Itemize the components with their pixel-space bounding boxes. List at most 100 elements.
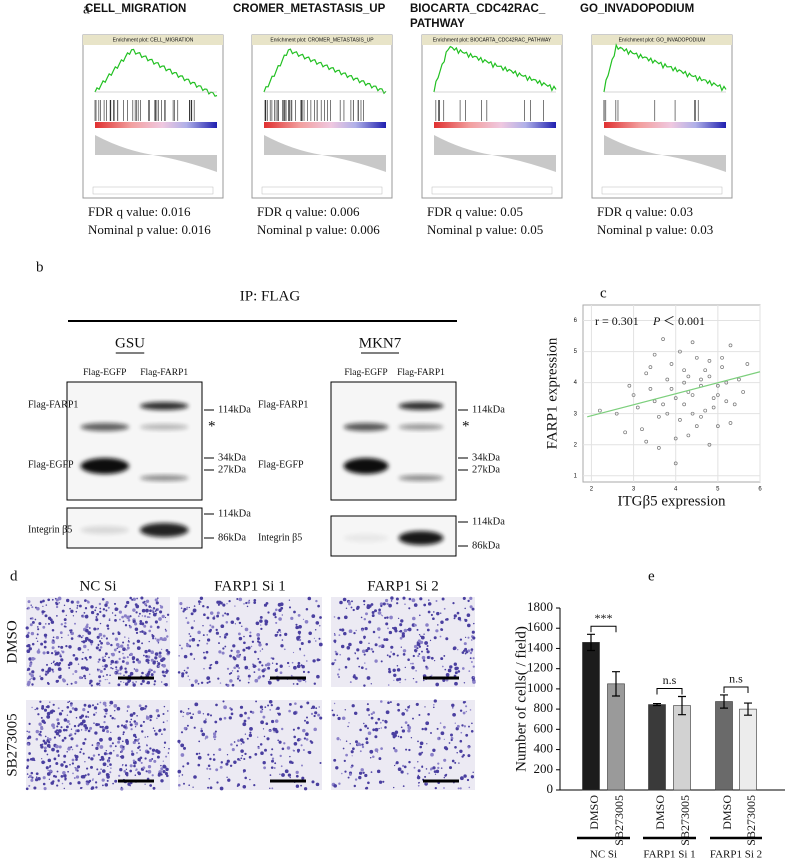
marker-label: 86kDa [218, 532, 246, 543]
cell [396, 668, 401, 672]
r-value: r = 0.301 [595, 314, 639, 328]
plot-title: Enrichment plot: CELL_MIGRATION [113, 37, 194, 43]
cell [39, 675, 42, 678]
cell [61, 650, 65, 654]
cell [388, 603, 392, 608]
point [720, 365, 724, 369]
cell [412, 677, 415, 680]
panel-label: d [10, 568, 18, 584]
cell [119, 756, 122, 758]
cell [57, 707, 60, 710]
cell [180, 731, 184, 734]
cell [70, 600, 74, 604]
cell [136, 714, 138, 717]
cell [107, 765, 109, 768]
micrograph [177, 596, 323, 687]
cell [55, 636, 60, 640]
cell [96, 635, 100, 639]
point [686, 433, 691, 438]
lane-label: Flag-EGFP [344, 368, 387, 378]
cell [35, 707, 39, 710]
cell [185, 643, 190, 648]
cell [151, 634, 155, 638]
cell [43, 645, 47, 649]
cell [60, 623, 63, 626]
cell [253, 601, 257, 604]
cell [41, 668, 45, 672]
band [398, 531, 444, 545]
cell [206, 767, 209, 770]
cell [137, 771, 142, 776]
cell [178, 655, 180, 657]
point [703, 368, 708, 373]
cell [379, 721, 382, 724]
cell [200, 681, 204, 685]
cell [52, 780, 55, 783]
cell [102, 675, 105, 677]
cell [454, 671, 458, 675]
cell [61, 782, 64, 785]
cell [365, 612, 368, 616]
cell [82, 752, 85, 755]
cell [351, 600, 353, 603]
cell [56, 784, 59, 787]
cell [461, 755, 464, 758]
cell [445, 773, 448, 776]
image-bg [178, 700, 322, 790]
cell [424, 706, 426, 708]
cell [190, 683, 194, 687]
cell [297, 630, 302, 635]
cell [334, 784, 336, 787]
cell [319, 625, 321, 627]
cell [238, 621, 242, 625]
cell [202, 634, 205, 637]
cell [55, 744, 59, 749]
cell [147, 670, 151, 674]
cell [257, 640, 260, 643]
micrograph [25, 700, 170, 791]
trend-line [587, 371, 761, 418]
cell [162, 712, 165, 716]
cell [371, 611, 375, 614]
cell [98, 668, 101, 671]
cell [123, 770, 127, 773]
cell [243, 771, 245, 774]
cell [120, 787, 124, 791]
rank-bar [264, 122, 386, 128]
cell [335, 766, 339, 770]
cell [462, 711, 466, 715]
cell [60, 645, 64, 649]
cell [156, 660, 158, 663]
cell [31, 706, 33, 709]
row-label: Flag-FARP1 [28, 399, 78, 410]
cell [145, 716, 150, 720]
cell [385, 710, 390, 715]
cell [46, 737, 49, 739]
cell [141, 671, 144, 675]
cell [201, 732, 206, 737]
cell [99, 758, 102, 761]
cell [110, 667, 112, 669]
cell [193, 726, 196, 729]
cell [88, 638, 91, 642]
cell [219, 765, 223, 769]
point [682, 402, 686, 407]
cell [433, 770, 437, 773]
cell [67, 701, 69, 704]
cell [334, 650, 337, 653]
cell [236, 649, 240, 654]
cell [382, 602, 386, 606]
cell [131, 681, 135, 684]
cell [281, 773, 285, 777]
cell [43, 746, 47, 750]
cell [40, 600, 42, 603]
cell [399, 681, 401, 684]
cell [289, 755, 291, 758]
cell [443, 776, 446, 779]
cell [353, 784, 357, 788]
cell [356, 607, 359, 610]
cell [260, 720, 264, 725]
bar [582, 642, 600, 791]
cell [231, 683, 235, 687]
cell [136, 597, 138, 600]
